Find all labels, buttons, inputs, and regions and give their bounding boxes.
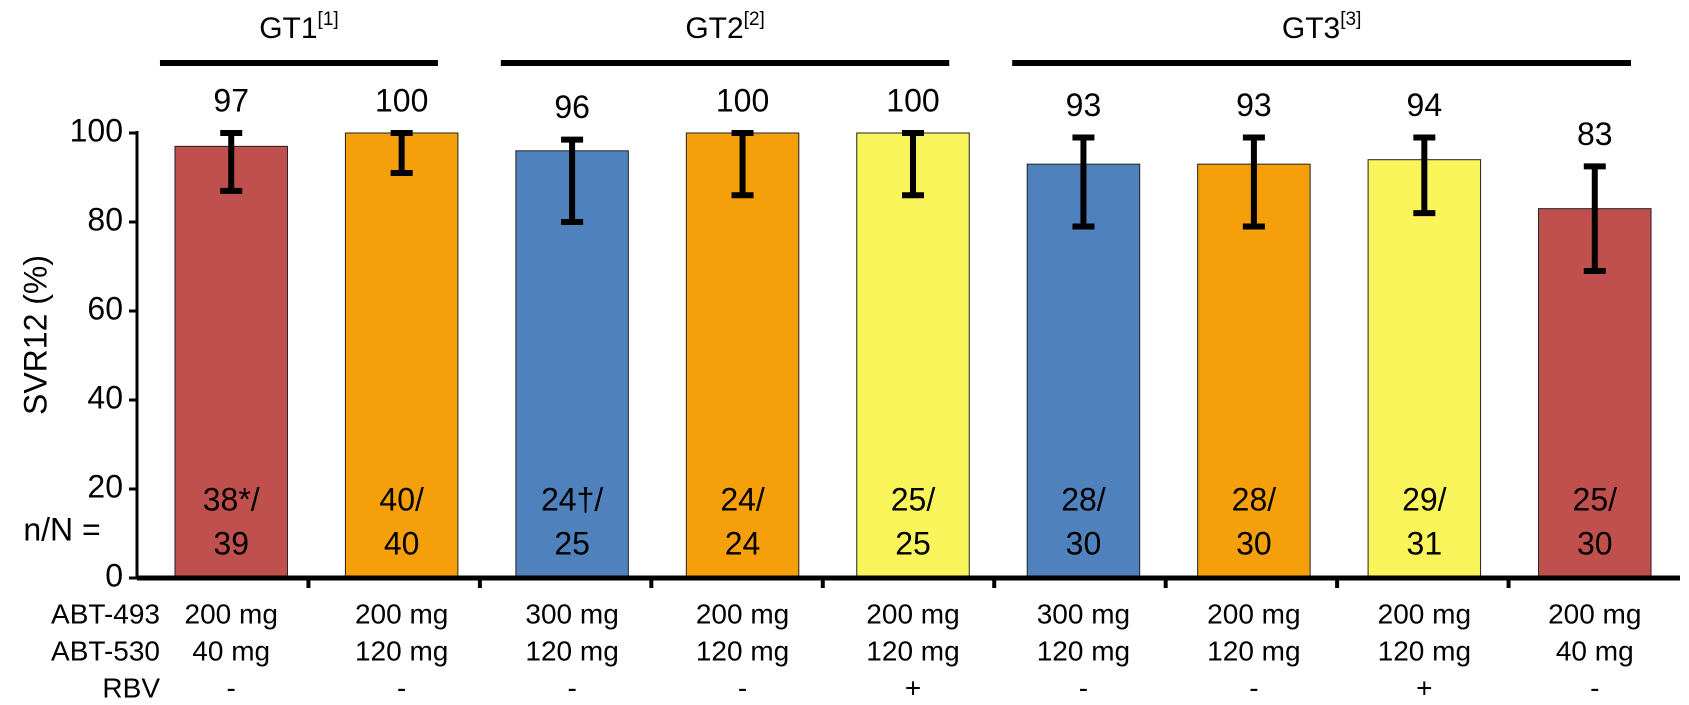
group-label: GT1[1] [259, 9, 338, 45]
regimen-value: - [1249, 672, 1258, 703]
count-text: 24/ [720, 481, 765, 517]
regimen-value: 120 mg [1207, 635, 1300, 666]
y-tick-label: 40 [87, 379, 123, 415]
count-text: 25/ [891, 481, 936, 517]
regimen-row-label: RBV [102, 672, 160, 703]
count-text: 38*/ [203, 481, 260, 517]
regimen-value: 200 mg [1207, 598, 1300, 629]
regimen-value: 120 mg [1378, 635, 1471, 666]
regimen-value: - [227, 672, 236, 703]
count-text: 28/ [1232, 481, 1277, 517]
value-label: 100 [716, 82, 769, 118]
regimen-value: 120 mg [355, 635, 448, 666]
count-text: 31 [1407, 525, 1443, 561]
y-tick-label: 20 [87, 468, 123, 504]
regimen-value: + [905, 672, 921, 703]
count-text: 24†/ [541, 481, 603, 517]
group-ref: [1] [318, 9, 339, 30]
y-tick-label: 100 [70, 112, 123, 148]
value-label: 100 [375, 82, 428, 118]
count-text: 40 [384, 525, 420, 561]
count-text: 29/ [1402, 481, 1447, 517]
regimen-value: 120 mg [1037, 635, 1130, 666]
regimen-value: 120 mg [696, 635, 789, 666]
value-label: 83 [1577, 116, 1613, 152]
count-text: 40/ [379, 481, 424, 517]
regimen-value: - [567, 672, 576, 703]
regimen-row-label: ABT-493 [51, 598, 160, 629]
value-label: 97 [213, 82, 249, 118]
value-label: 100 [886, 82, 939, 118]
group-name: GT1 [259, 12, 317, 45]
bar [344, 132, 459, 579]
regimen-value: 200 mg [1378, 598, 1471, 629]
bar [1367, 159, 1482, 579]
value-label: 93 [1236, 87, 1272, 123]
regimen-value: - [397, 672, 406, 703]
regimen-value: 120 mg [866, 635, 959, 666]
count-text: 25 [895, 525, 931, 561]
regimen-value: 200 mg [185, 598, 278, 629]
regimen-value: 300 mg [1037, 598, 1130, 629]
regimen-value: + [1416, 672, 1432, 703]
value-label: 94 [1407, 87, 1443, 123]
count-text: 28/ [1061, 481, 1106, 517]
regimen-value: 200 mg [355, 598, 448, 629]
y-tick-label: 60 [87, 290, 123, 326]
regimen-value: - [1079, 672, 1088, 703]
group-label: GT3[3] [1282, 9, 1361, 45]
bar [1197, 163, 1311, 579]
count-label: n/N = [23, 511, 100, 547]
count-text: 30 [1236, 525, 1272, 561]
regimen-value: 300 mg [525, 598, 618, 629]
regimen-value: 200 mg [866, 598, 959, 629]
group-ref: [2] [744, 9, 765, 30]
bar [856, 132, 970, 579]
y-tick-label: 0 [105, 557, 123, 593]
count-text: 30 [1577, 525, 1613, 561]
count-text: 24 [725, 525, 761, 561]
regimen-value: 40 mg [1556, 635, 1634, 666]
group-name: GT2 [685, 12, 743, 45]
bar [685, 132, 800, 579]
bar [1026, 163, 1141, 579]
regimen-value: 200 mg [696, 598, 789, 629]
count-text: 30 [1066, 525, 1102, 561]
group-ref: [3] [1340, 9, 1361, 30]
count-text: 25/ [1573, 481, 1618, 517]
regimen-value: 200 mg [1548, 598, 1641, 629]
value-label: 96 [554, 89, 590, 125]
regimen-value: - [1590, 672, 1599, 703]
regimen-value: 120 mg [525, 635, 618, 666]
y-axis-label: SVR12 (%) [17, 255, 53, 415]
regimen-value: - [738, 672, 747, 703]
count-text: 25 [554, 525, 590, 561]
y-tick-label: 80 [87, 201, 123, 237]
value-label: 93 [1066, 87, 1102, 123]
regimen-value: 40 mg [192, 635, 270, 666]
group-label: GT2[2] [685, 9, 764, 45]
group-name: GT3 [1282, 12, 1340, 45]
count-text: 39 [213, 525, 249, 561]
regimen-row-label: ABT-530 [51, 635, 160, 666]
